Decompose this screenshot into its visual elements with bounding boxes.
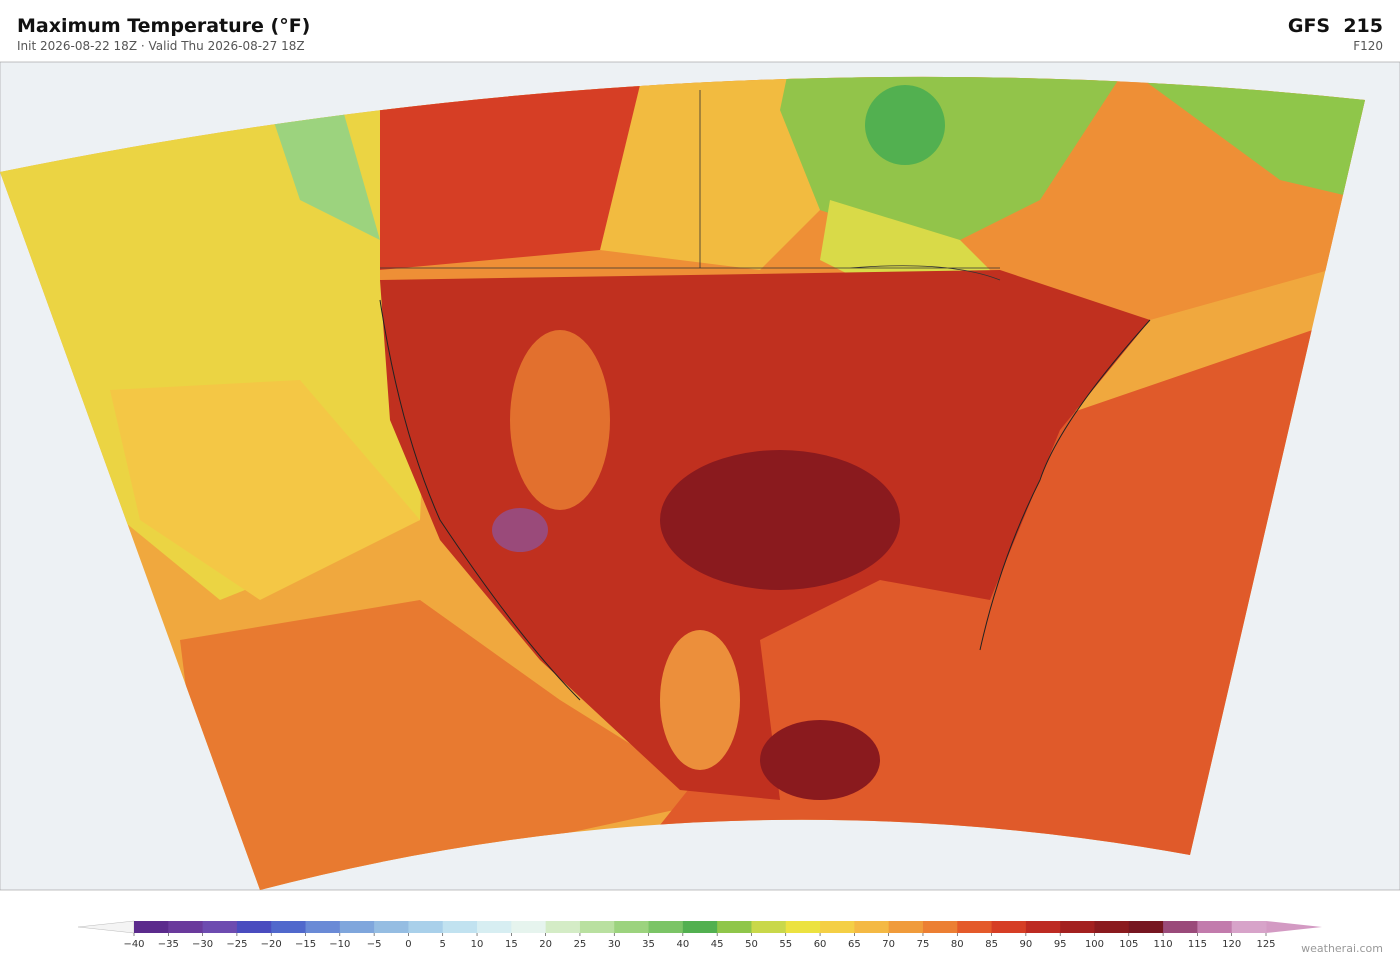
colorbar-bin xyxy=(168,921,204,933)
colorbar-bin xyxy=(785,921,821,933)
field-rockies-north xyxy=(380,85,640,270)
colorbar-bin xyxy=(374,921,409,933)
colorbar-bin xyxy=(648,921,684,933)
colorbar-bin xyxy=(236,921,272,933)
colorbar-tick-label: −30 xyxy=(192,939,213,950)
field-yucatan xyxy=(760,720,880,800)
colorbar-tick-label: −35 xyxy=(158,939,179,950)
field-labrador xyxy=(1130,76,1365,200)
colorbar-tick-label: 110 xyxy=(1154,939,1173,950)
colorbar-tick-label: −15 xyxy=(295,939,316,950)
colorbar-tick-label: −25 xyxy=(226,939,247,950)
colorbar-tick-label: 80 xyxy=(951,939,964,950)
colorbar-tick-label: −20 xyxy=(261,939,282,950)
colorbar-bin xyxy=(339,921,375,933)
map-subtitle: Init 2026-08-22 18Z · Valid Thu 2026-08-… xyxy=(17,39,305,53)
colorbar-tick-label: 50 xyxy=(745,939,758,950)
colorbar-bin xyxy=(751,921,787,933)
colorbar-bin xyxy=(614,921,650,933)
colorbar-tick-label: 5 xyxy=(440,939,446,950)
colorbar-bin xyxy=(134,921,169,933)
colorbar-bin xyxy=(991,921,1027,933)
colorbar-bin xyxy=(202,921,238,933)
colorbar-over xyxy=(1266,921,1322,933)
field-ocean-band xyxy=(110,380,420,600)
colorbar-tick-label: 115 xyxy=(1188,939,1207,950)
colorbar-tick-label: 120 xyxy=(1222,939,1241,950)
field-desert-peak xyxy=(492,508,548,552)
colorbar-tick-label: −5 xyxy=(367,939,382,950)
colorbar-tick-label: 100 xyxy=(1085,939,1104,950)
colorbar-tick-label: 25 xyxy=(574,939,587,950)
colorbar-tick-label: 45 xyxy=(711,939,724,950)
colorbar-tick-label: 15 xyxy=(505,939,518,950)
colorbar-bin xyxy=(477,921,512,933)
colorbar-tick-label: 60 xyxy=(814,939,827,950)
colorbar-bin xyxy=(682,921,718,933)
colorbar-bin xyxy=(442,921,478,933)
colorbar-bin xyxy=(854,921,890,933)
model-label: GFS 215 xyxy=(1287,15,1383,37)
lead-time: F120 xyxy=(1353,39,1383,53)
colorbar-tick-label: −40 xyxy=(123,939,144,950)
colorbar-tick-label: 70 xyxy=(882,939,895,950)
colorbar-tick-label: 0 xyxy=(405,939,411,950)
field-prairie xyxy=(600,76,830,270)
colorbar-tick-label: 85 xyxy=(985,939,998,950)
colorbar-bin xyxy=(545,921,581,933)
colorbar-tick-label: 90 xyxy=(1020,939,1033,950)
colorbar-tick-label: 55 xyxy=(779,939,792,950)
colorbar-bin xyxy=(717,921,752,933)
colorbar-tick-label: −10 xyxy=(329,939,350,950)
borders xyxy=(380,90,1001,281)
colorbar-bin xyxy=(922,921,958,933)
colorbar-bin xyxy=(820,921,855,933)
colorbar-bin xyxy=(1197,921,1233,933)
field-hot-core xyxy=(660,450,900,590)
colorbar-bin xyxy=(1025,921,1061,933)
field-mexico-high xyxy=(660,630,740,770)
temperature-field xyxy=(0,76,1365,891)
colorbar-tick-label: 65 xyxy=(848,939,861,950)
colorbar-bin xyxy=(408,921,444,933)
map-title: Maximum Temperature (°F) xyxy=(17,15,311,37)
colorbar-tick-label: 10 xyxy=(471,939,484,950)
colorbar-tick-label: 35 xyxy=(642,939,655,950)
colorbar-tick-label: 30 xyxy=(608,939,621,950)
colorbar-tick-label: 40 xyxy=(676,939,689,950)
colorbar-bin xyxy=(1094,921,1130,933)
colorbar-bin xyxy=(957,921,993,933)
field-south-ocean xyxy=(180,600,720,891)
colorbar: −40 −35 −30 −25 −20 −15 −10 −5 0 5 10 15 20 25 30 35 40 4… xyxy=(77,920,1322,950)
colorbar-bin xyxy=(271,921,307,933)
colorbar-tick-label: 95 xyxy=(1054,939,1067,950)
colorbar-bin xyxy=(579,921,615,933)
field-cool-core xyxy=(865,85,945,165)
credit: weatherai.com xyxy=(1301,942,1383,955)
field-plateau xyxy=(510,330,610,510)
colorbar-tick-label: 105 xyxy=(1119,939,1138,950)
colorbar-bin xyxy=(1231,921,1267,933)
colorbar-bin xyxy=(511,921,547,933)
colorbar-bin xyxy=(305,921,341,933)
colorbar-bin xyxy=(1128,921,1164,933)
colorbar-bin xyxy=(1163,921,1198,933)
colorbar-bin xyxy=(1060,921,1095,933)
colorbar-tick-label: 20 xyxy=(539,939,552,950)
colorbar-under xyxy=(77,920,135,934)
field-alaska-coast xyxy=(270,100,380,240)
colorbar-tick-label: 75 xyxy=(917,939,930,950)
colorbar-bin xyxy=(888,921,924,933)
colorbar-tick-label: 125 xyxy=(1256,939,1275,950)
coastline xyxy=(379,299,1151,701)
field-hudson xyxy=(780,76,1130,250)
